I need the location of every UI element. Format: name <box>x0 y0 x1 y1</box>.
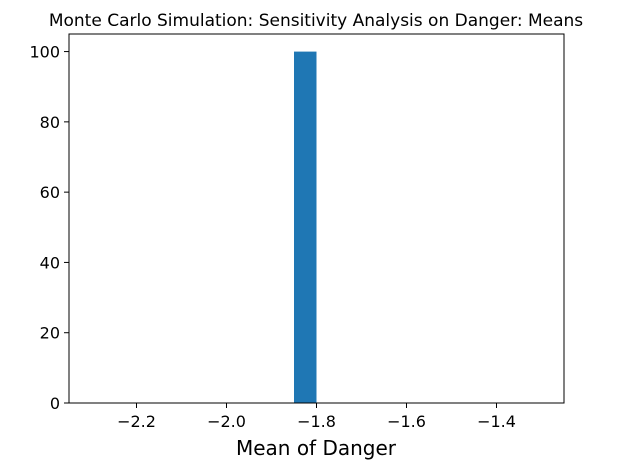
y-tick-label: 60 <box>40 183 60 202</box>
histogram-bar <box>294 51 317 403</box>
bars-layer <box>294 51 317 403</box>
x-tick-label: −1.4 <box>477 412 516 431</box>
x-axis-label: Mean of Danger <box>236 436 397 460</box>
y-tick-label: 100 <box>29 43 60 62</box>
y-tick-label: 40 <box>40 253 60 272</box>
y-axis: 0 20 40 60 80 100 <box>29 43 69 413</box>
y-tick-label: 80 <box>40 113 60 132</box>
x-tick-label: −2.2 <box>117 412 156 431</box>
y-tick-label: 0 <box>50 394 60 413</box>
x-tick-label: −1.6 <box>387 412 426 431</box>
x-axis: −2.2 −2.0 −1.8 −1.6 −1.4 <box>117 403 516 431</box>
chart-title: Monte Carlo Simulation: Sensitivity Anal… <box>49 11 583 31</box>
x-tick-label: −1.8 <box>297 412 336 431</box>
y-tick-label: 20 <box>40 324 60 343</box>
x-tick-label: −2.0 <box>207 412 246 431</box>
